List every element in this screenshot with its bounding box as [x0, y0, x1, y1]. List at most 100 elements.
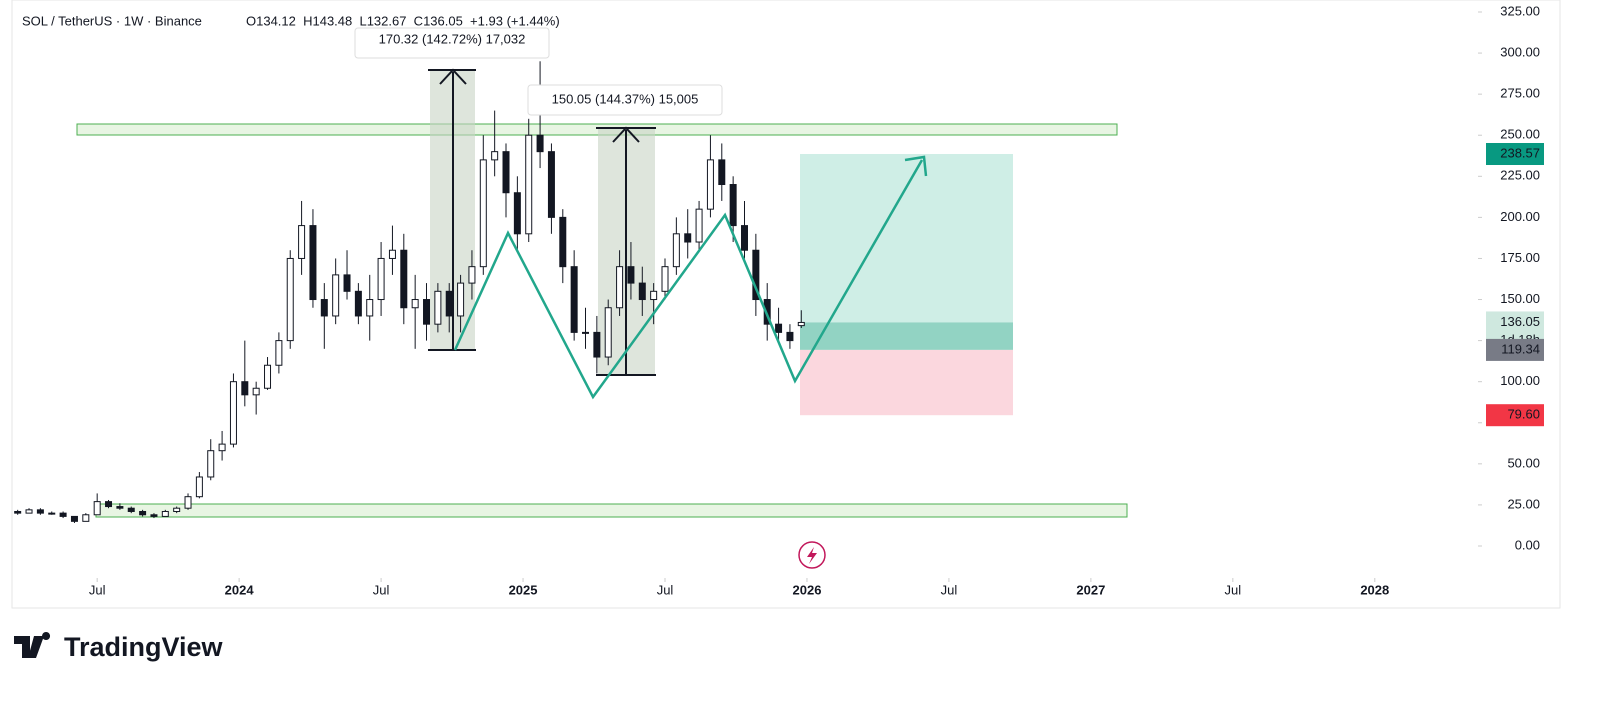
candle-body — [184, 496, 192, 509]
candle-body — [218, 443, 226, 452]
candle-body — [241, 381, 249, 396]
candle-body — [763, 299, 771, 325]
measure-arrows — [428, 68, 656, 376]
candle-body — [82, 514, 90, 522]
event-icon-bolt — [807, 547, 817, 564]
candle-body — [343, 274, 351, 292]
annotation: 170.32 (142.72%) 17,032 — [379, 31, 526, 46]
candle-body — [264, 364, 272, 389]
candle-body — [502, 151, 510, 194]
y-tick-label: 100.00 — [1500, 373, 1540, 388]
candle-body — [547, 151, 555, 218]
candle-body — [593, 331, 601, 358]
x-tick-label: Jul — [1225, 582, 1242, 597]
candle-body — [309, 225, 317, 301]
candle-body — [513, 192, 521, 235]
candle-body — [229, 381, 237, 445]
candle-body — [127, 507, 135, 512]
candle-body — [377, 257, 385, 301]
candle-body — [491, 151, 499, 161]
x-tick-label: 2026 — [793, 582, 822, 597]
candle-body — [48, 512, 56, 515]
brand: TradingView — [64, 632, 224, 662]
candle-body — [105, 501, 113, 508]
candles — [14, 61, 805, 523]
y-tick-label: 0.00 — [1515, 537, 1540, 552]
candle-body — [695, 208, 703, 243]
candle-body — [706, 159, 714, 210]
candle-body — [684, 233, 692, 243]
candle-body — [14, 510, 22, 514]
candle-body — [616, 266, 624, 309]
zigzag-projection — [453, 159, 924, 400]
y-tick-label: 325.00 — [1500, 3, 1540, 18]
annotation-box — [527, 84, 723, 116]
y-tick-label: 225.00 — [1500, 168, 1540, 183]
candle-body — [320, 299, 328, 317]
resistance-zone — [76, 123, 1118, 136]
y-tick-label: 150.00 — [1500, 291, 1540, 306]
candle-body — [207, 450, 215, 478]
candle-body — [366, 299, 374, 317]
candle-body — [59, 512, 67, 517]
last-price-label: 136.05 — [1500, 314, 1540, 329]
candle-body — [775, 323, 783, 333]
candle-body — [479, 159, 487, 268]
chart-title: SOL / TetherUS · 1W · Binance — [22, 13, 202, 28]
candle-body — [570, 266, 578, 333]
x-tick-label: Jul — [941, 582, 958, 597]
support-zone — [95, 503, 1128, 518]
candle-body — [797, 321, 805, 327]
candle-body — [650, 290, 658, 301]
x-tick-label: Jul — [373, 582, 390, 597]
candle-body — [536, 134, 544, 153]
y-tick-label: 50.00 — [1507, 455, 1540, 470]
stop-badge — [1486, 404, 1544, 427]
candle-body — [286, 257, 294, 342]
candle-body — [36, 509, 44, 514]
candle-body — [741, 225, 748, 251]
candle-body — [116, 506, 124, 509]
x-tick-label: Jul — [89, 582, 106, 597]
ohlc-header: O134.12 H143.48 L132.67 C136.05 +1.93 (+… — [246, 13, 560, 28]
candle-body — [25, 509, 33, 514]
candle-body — [729, 184, 737, 227]
candle-body — [139, 510, 147, 516]
candle-body — [298, 225, 306, 259]
candle-body — [604, 307, 612, 358]
candle-body — [93, 501, 101, 516]
y-tick-label: 300.00 — [1500, 45, 1540, 60]
target-badge — [1486, 143, 1544, 166]
candle-body — [275, 340, 283, 366]
x-tick-label: 2027 — [1076, 582, 1105, 597]
candle-body — [252, 387, 260, 396]
entry-badge — [1486, 338, 1544, 361]
annotation-box — [354, 27, 550, 59]
candle-body — [332, 274, 340, 317]
candle-body — [150, 514, 158, 517]
y-tick-label: 175.00 — [1500, 250, 1540, 265]
candle-body — [423, 299, 431, 325]
annotation: 150.05 (144.37%) 15,005 — [552, 91, 699, 106]
x-tick-label: 2028 — [1360, 582, 1389, 597]
candle-body — [388, 249, 396, 259]
candle-body — [627, 266, 635, 284]
x-tick-label: 2024 — [225, 582, 255, 597]
open-profit-zone — [800, 322, 1013, 350]
arrow-head — [904, 155, 928, 177]
x-tick-label: Jul — [657, 582, 674, 597]
candle-body — [400, 249, 408, 309]
candle-body — [195, 476, 203, 498]
target-zone — [800, 154, 1013, 323]
candle-body — [445, 290, 453, 317]
entry-label: 119.34 — [1501, 341, 1540, 356]
candle-body — [173, 507, 181, 512]
candle-body — [70, 515, 78, 522]
candle-body — [457, 282, 465, 317]
candle-body — [354, 290, 362, 317]
stop-zone — [800, 349, 1013, 416]
y-tick-label: 275.00 — [1500, 86, 1540, 101]
candle-body — [434, 290, 442, 325]
candle-body — [582, 331, 590, 334]
